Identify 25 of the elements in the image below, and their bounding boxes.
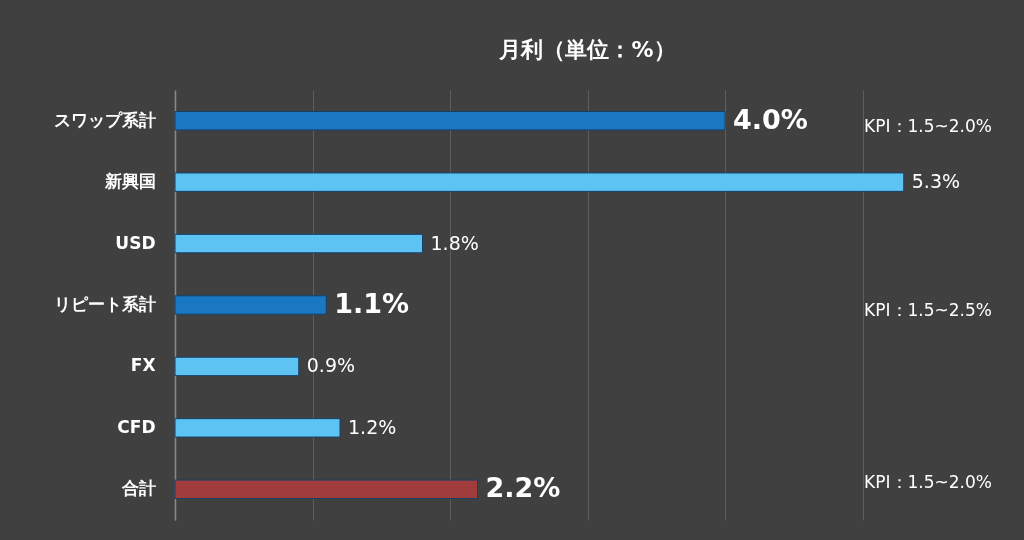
data-label: 4.0%	[733, 103, 808, 135]
data-label: 5.3%	[911, 170, 961, 193]
data-label: 1.1%	[334, 288, 410, 319]
y-tick-label: FX	[130, 355, 156, 376]
data-label: 1.2%	[348, 415, 397, 438]
bar	[174, 111, 726, 131]
annotation: KPI：1.5~2.5%	[864, 300, 992, 321]
bar	[174, 418, 341, 438]
bar	[174, 295, 327, 315]
y-tick-label: 新興国	[103, 171, 156, 192]
y-tick-label: CFD	[117, 416, 156, 437]
y-tick-label: USD	[115, 232, 156, 253]
annotation: KPI：1.5~2.0%	[864, 472, 992, 493]
data-label: 2.2%	[485, 472, 561, 504]
annotation: KPI：1.5~2.0%	[864, 115, 992, 136]
chart-title: 月利（単位：%）	[498, 37, 676, 62]
data-label: 0.9%	[306, 354, 356, 377]
bar	[174, 233, 423, 254]
y-tick-label: 合計	[120, 478, 156, 499]
bar	[174, 479, 478, 499]
y-tick-label: リピート系計	[53, 294, 156, 314]
y-tick-label: スワップ系計	[53, 109, 156, 130]
bar	[174, 356, 300, 377]
bar	[174, 172, 905, 192]
data-label: 1.8%	[430, 231, 479, 254]
